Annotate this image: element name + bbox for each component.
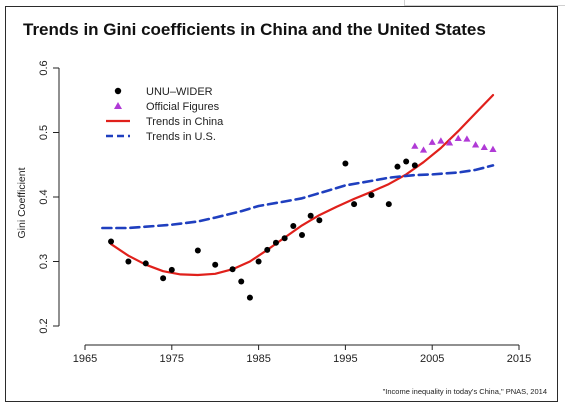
- data-point-triangle: [480, 143, 488, 151]
- data-point: [194, 247, 201, 254]
- x-tick-label: 2005: [420, 353, 444, 365]
- chart-frame: [5, 6, 558, 402]
- data-point-triangle: [445, 139, 454, 146]
- data-point: [168, 266, 175, 273]
- data-point-triangle: [463, 135, 471, 142]
- data-point-triangle: [411, 142, 419, 149]
- y-tick-label: 0.5: [38, 125, 50, 140]
- data-point: [290, 223, 297, 230]
- data-point: [142, 260, 149, 267]
- data-points: [108, 134, 497, 301]
- data-point-triangle: [419, 146, 428, 153]
- data-point: [238, 278, 245, 285]
- data-point: [385, 201, 392, 208]
- x-tick-label: 2015: [507, 353, 531, 365]
- window-tab-edge: [404, 0, 565, 6]
- series-line-3: [101, 164, 495, 230]
- data-point: [342, 160, 349, 167]
- legend-label: Official Figures: [146, 101, 220, 113]
- legend-label: Trends in U.S.: [146, 131, 216, 143]
- data-point: [264, 246, 271, 253]
- data-point: [281, 235, 288, 242]
- chart-title: Trends in Gini coefficients in China and…: [23, 20, 486, 39]
- x-tick-label: 1985: [246, 353, 270, 365]
- y-tick-label: 0.6: [38, 60, 50, 75]
- data-point: [246, 294, 253, 301]
- data-point: [307, 212, 314, 219]
- legend-marker: [114, 87, 122, 95]
- data-point: [403, 158, 410, 165]
- data-point-triangle: [454, 134, 462, 142]
- x-tick-label: 1965: [73, 353, 97, 365]
- x-tick-label: 1995: [333, 353, 357, 365]
- data-point: [160, 275, 167, 282]
- y-tick-label: 0.3: [38, 254, 50, 269]
- data-point-triangle: [437, 137, 445, 144]
- data-point: [229, 266, 236, 273]
- legend-label: Trends in China: [146, 116, 224, 128]
- data-point: [212, 261, 219, 268]
- trend-lines: [101, 94, 495, 277]
- legend: UNU–WIDER Official Figures Trends in China…: [106, 86, 224, 143]
- y-tick-label: 0.4: [38, 189, 50, 204]
- data-point-triangle: [472, 141, 480, 148]
- y-tick-label: 0.2: [38, 318, 50, 333]
- chart-axes: 1965 1975 1985 1995 2005 2015 0.2 0.3 0.4 0.5 0.6 G…: [16, 60, 531, 365]
- data-point: [299, 232, 305, 239]
- data-point-triangle: [428, 138, 436, 145]
- data-point: [316, 217, 323, 224]
- data-point: [411, 162, 418, 169]
- data-point-triangle: [489, 145, 497, 152]
- legend-label: UNU–WIDER: [146, 86, 213, 98]
- series-line-2: [109, 94, 495, 277]
- x-tick-label: 1975: [160, 353, 184, 365]
- y-axis-label: Gini Coefficient: [16, 167, 28, 238]
- data-point: [368, 192, 375, 199]
- data-point: [255, 258, 262, 265]
- source-caption: "Income inequality in today's China," PN…: [382, 387, 547, 396]
- data-point: [351, 201, 358, 208]
- data-point: [108, 238, 115, 245]
- data-point: [272, 239, 279, 246]
- data-point: [394, 163, 401, 170]
- data-point: [125, 258, 132, 265]
- legend-marker: [114, 102, 122, 109]
